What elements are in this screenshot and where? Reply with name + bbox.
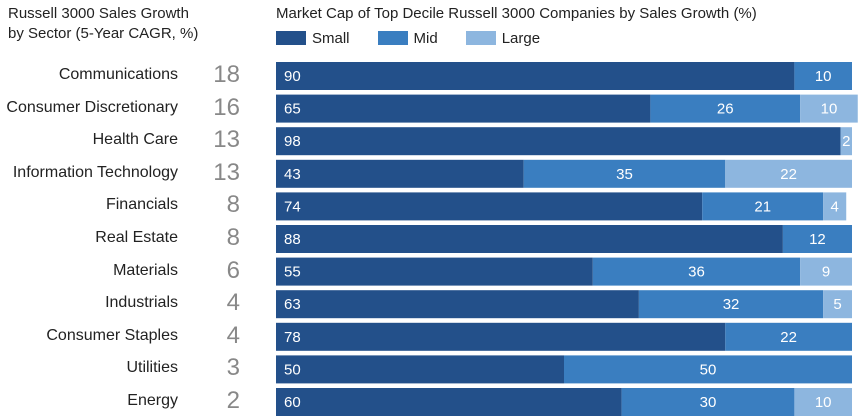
sector-label-health-care: Health Care <box>92 131 178 149</box>
growth-value-industrials: 4 <box>226 289 240 317</box>
bar-label-small-industrials: 63 <box>284 296 301 313</box>
bar-label-mid-materials: 36 <box>688 264 705 281</box>
bar-segment-small-consumer-staples <box>276 322 726 351</box>
legend-swatch-mid <box>377 31 408 45</box>
bar-label-small-communications: 90 <box>284 68 301 85</box>
bar-segment-mid-financials <box>702 192 824 221</box>
sector-label-consumer-staples: Consumer Staples <box>46 326 178 344</box>
growth-value-utilities: 3 <box>226 354 240 382</box>
bar-label-small-energy: 60 <box>284 394 301 411</box>
legend-label-mid: Mid <box>413 29 438 47</box>
bar-segment-small-materials <box>276 257 593 286</box>
legend-label-small: Small <box>312 29 350 47</box>
sector-label-energy: Energy <box>127 392 178 409</box>
bar-label-large-materials: 9 <box>822 264 830 281</box>
bar-segment-small-financials <box>276 192 703 221</box>
bar-segment-mid-utilities <box>564 355 852 384</box>
bar-segment-small-real-estate <box>276 225 783 253</box>
bar-label-large-health-care: 2 <box>842 133 850 150</box>
left-chart-title: Russell 3000 Sales Growth by Sector (5-Y… <box>8 4 238 44</box>
bar-label-small-consumer-staples: 78 <box>284 329 301 346</box>
bar-label-mid-communications: 10 <box>815 68 832 85</box>
bar-segment-small-industrials <box>276 290 639 319</box>
growth-value-materials: 6 <box>226 256 240 284</box>
bar-label-mid-utilities: 50 <box>700 361 717 378</box>
growth-value-communications: 18 <box>213 61 240 88</box>
bar-label-small-health-care: 98 <box>284 133 301 150</box>
bar-label-small-consumer-discretionary: 65 <box>284 101 301 118</box>
left-title-line-2: by Sector (5-Year CAGR, %) <box>8 25 199 42</box>
bar-label-large-financials: 4 <box>831 198 839 215</box>
legend-item-mid: Mid <box>377 29 438 47</box>
bar-label-mid-consumer-staples: 22 <box>780 329 797 346</box>
sector-label-utilities: Utilities <box>126 359 178 377</box>
right-chart-title: Market Cap of Top Decile Russell 3000 Co… <box>276 5 757 22</box>
legend-swatch-large <box>465 31 496 45</box>
sector-label-consumer-discretionary: Consumer Discretionary <box>6 98 178 116</box>
bar-label-mid-real-estate: 12 <box>809 231 826 248</box>
sector-label-financials: Financials <box>105 196 178 214</box>
bar-segment-mid-real-estate <box>782 225 852 253</box>
legend-item-small: Small <box>276 30 350 47</box>
legend-label-large: Large <box>501 29 541 47</box>
sector-label-real-estate: Real Estate <box>95 229 178 246</box>
bar-segment-small-utilities <box>276 355 564 384</box>
sector-label-materials: Materials <box>113 261 178 279</box>
bar-label-small-real-estate: 88 <box>284 231 301 248</box>
bar-segment-mid-materials <box>592 257 801 286</box>
bar-label-mid-energy: 30 <box>700 394 717 411</box>
bar-label-mid-consumer-discretionary: 26 <box>717 101 734 118</box>
bar-segment-mid-industrials <box>638 290 824 319</box>
bar-segment-mid-consumer-staples <box>725 322 852 351</box>
growth-value-consumer-staples: 4 <box>226 321 240 349</box>
bar-segment-large-financials <box>823 192 847 221</box>
bar-segment-large-industrials <box>823 290 852 319</box>
bar-label-mid-information-technology: 35 <box>616 166 633 183</box>
sector-label-information-technology: Information Technology <box>12 163 178 181</box>
bar-segment-small-communications <box>276 62 795 90</box>
bar-segment-small-energy <box>276 388 622 416</box>
bar-segment-mid-communications <box>794 62 852 90</box>
legend-swatch-small <box>276 31 306 45</box>
bar-segment-large-consumer-discretionary <box>800 94 858 123</box>
growth-value-financials: 8 <box>226 191 240 219</box>
bar-label-large-energy: 10 <box>815 394 832 411</box>
sector-label-communications: Communications <box>58 66 178 83</box>
bar-label-small-financials: 74 <box>284 198 301 215</box>
bar-segment-small-health-care <box>276 127 841 156</box>
bar-segment-large-information-technology <box>725 159 852 188</box>
growth-value-real-estate: 8 <box>226 224 240 251</box>
bar-segment-small-information-technology <box>276 159 524 188</box>
bar-segment-mid-energy <box>621 388 795 416</box>
left-title-line-1: Russell 3000 Sales Growth <box>8 5 189 22</box>
bar-label-small-utilities: 50 <box>284 361 301 378</box>
bar-segment-large-health-care <box>840 127 852 156</box>
bar-segment-large-energy <box>794 388 852 416</box>
bar-label-large-industrials: 5 <box>833 296 841 313</box>
bar-segment-small-consumer-discretionary <box>276 94 651 123</box>
bar-label-large-information-technology: 22 <box>780 166 797 183</box>
bar-segment-mid-information-technology <box>523 159 726 188</box>
legend: Small Mid Large <box>276 28 568 48</box>
bar-label-small-materials: 55 <box>284 264 301 281</box>
bar-label-small-information-technology: 43 <box>284 166 301 183</box>
bar-segment-mid-consumer-discretionary <box>650 94 801 123</box>
growth-value-information-technology: 13 <box>213 158 240 186</box>
bar-label-mid-industrials: 32 <box>723 296 740 313</box>
growth-value-consumer-discretionary: 16 <box>213 93 240 121</box>
growth-value-health-care: 13 <box>213 126 240 154</box>
legend-item-large: Large <box>465 29 541 47</box>
bar-segment-large-materials <box>800 257 852 286</box>
sector-label-industrials: Industrials <box>105 294 178 312</box>
growth-value-energy: 2 <box>226 387 240 414</box>
bar-label-large-consumer-discretionary: 10 <box>821 101 838 118</box>
bar-label-mid-financials: 21 <box>754 198 771 215</box>
